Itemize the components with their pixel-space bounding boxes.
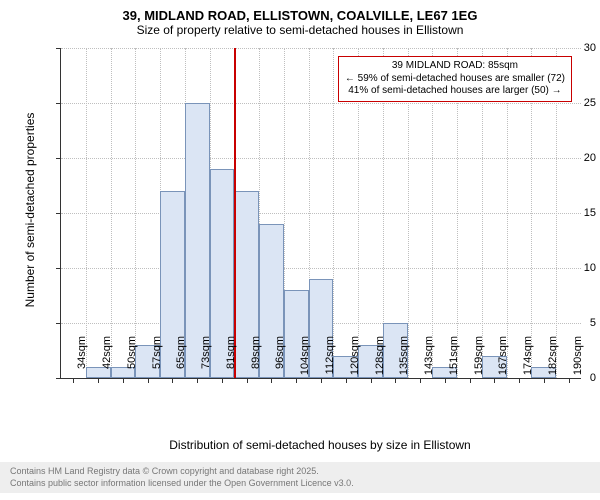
xtick-label: 81sqm <box>225 336 237 386</box>
xtick-mark <box>346 378 347 383</box>
ytick-label: 20 <box>540 152 596 164</box>
gridline <box>86 48 87 378</box>
ytick-mark <box>56 158 61 159</box>
gridline <box>61 103 581 104</box>
ytick-mark <box>56 323 61 324</box>
xtick-label: 112sqm <box>324 336 336 386</box>
ytick-mark <box>56 213 61 214</box>
xtick-label: 34sqm <box>76 336 88 386</box>
xtick-label: 57sqm <box>151 336 163 386</box>
ytick-mark <box>56 48 61 49</box>
gridline <box>61 158 581 159</box>
xtick-mark <box>494 378 495 383</box>
gridline <box>61 213 581 214</box>
xtick-label: 104sqm <box>299 336 311 386</box>
annotation-box: 39 MIDLAND ROAD: 85sqm← 59% of semi-deta… <box>338 56 572 102</box>
chart-subtitle: Size of property relative to semi-detach… <box>0 23 600 37</box>
xtick-mark <box>395 378 396 383</box>
xtick-mark <box>73 378 74 383</box>
x-axis-label: Distribution of semi-detached houses by … <box>60 438 580 452</box>
xtick-label: 167sqm <box>497 336 509 386</box>
xtick-mark <box>470 378 471 383</box>
ytick-label: 30 <box>540 42 596 54</box>
xtick-mark <box>271 378 272 383</box>
xtick-label: 143sqm <box>423 336 435 386</box>
xtick-label: 89sqm <box>250 336 262 386</box>
xtick-label: 73sqm <box>200 336 212 386</box>
xtick-mark <box>445 378 446 383</box>
xtick-label: 96sqm <box>274 336 286 386</box>
ytick-mark <box>56 268 61 269</box>
gridline <box>135 48 136 378</box>
xtick-label: 159sqm <box>473 336 485 386</box>
xtick-mark <box>123 378 124 383</box>
xtick-label: 120sqm <box>349 336 361 386</box>
gridline <box>61 48 581 49</box>
gridline <box>333 48 334 378</box>
xtick-label: 128sqm <box>374 336 386 386</box>
attribution-line: Contains HM Land Registry data © Crown c… <box>10 466 590 478</box>
xtick-mark <box>148 378 149 383</box>
xtick-mark <box>321 378 322 383</box>
xtick-label: 151sqm <box>448 336 460 386</box>
xtick-label: 42sqm <box>101 336 113 386</box>
y-axis-label: Number of semi-detached properties <box>23 80 37 340</box>
xtick-label: 174sqm <box>522 336 534 386</box>
xtick-label: 190sqm <box>572 336 584 386</box>
xtick-label: 50sqm <box>126 336 138 386</box>
xtick-label: 135sqm <box>398 336 410 386</box>
xtick-mark <box>371 378 372 383</box>
xtick-mark <box>247 378 248 383</box>
xtick-label: 65sqm <box>175 336 187 386</box>
chart-container: 39, MIDLAND ROAD, ELLISTOWN, COALVILLE, … <box>0 0 600 500</box>
xtick-mark <box>296 378 297 383</box>
annotation-line: 39 MIDLAND ROAD: 85sqm <box>345 60 565 73</box>
xtick-mark <box>98 378 99 383</box>
xtick-mark <box>222 378 223 383</box>
xtick-mark <box>172 378 173 383</box>
marker-line <box>234 48 236 378</box>
annotation-line: 41% of semi-detached houses are larger (… <box>345 85 565 98</box>
gridline <box>61 268 581 269</box>
ytick-mark <box>56 378 61 379</box>
xtick-label: 182sqm <box>547 336 559 386</box>
ytick-mark <box>56 103 61 104</box>
ytick-label: 15 <box>540 207 596 219</box>
gridline <box>111 48 112 378</box>
annotation-line: ← 59% of semi-detached houses are smalle… <box>345 73 565 86</box>
xtick-mark <box>420 378 421 383</box>
xtick-mark <box>197 378 198 383</box>
attribution: Contains HM Land Registry data © Crown c… <box>0 462 600 493</box>
xtick-mark <box>519 378 520 383</box>
ytick-label: 10 <box>540 262 596 274</box>
chart-title: 39, MIDLAND ROAD, ELLISTOWN, COALVILLE, … <box>0 0 600 23</box>
ytick-label: 5 <box>540 317 596 329</box>
attribution-line: Contains public sector information licen… <box>10 478 590 490</box>
